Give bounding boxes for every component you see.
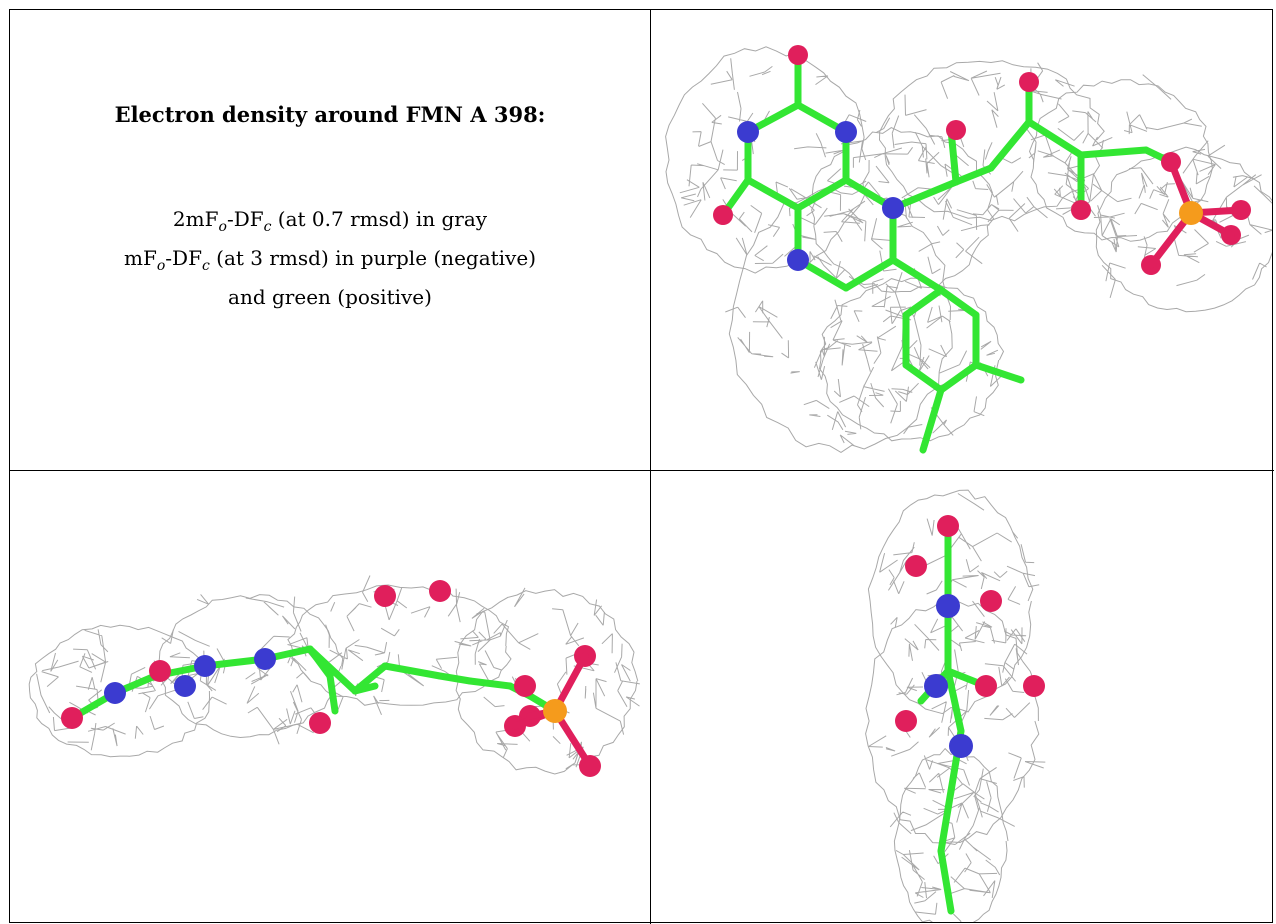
oxygen-atoms <box>895 515 1045 732</box>
nitrogen-atoms <box>104 648 276 704</box>
caption-cell: Electron density around FMN A 398: 2mFo-… <box>10 10 650 470</box>
nitrogen-atoms <box>924 594 973 758</box>
description-line-1: 2mFo-DFc (at 0.7 rmsd) in gray <box>172 207 488 235</box>
bond-sticks <box>68 645 559 722</box>
density-mesh <box>665 46 1272 453</box>
oxygen-atoms <box>713 45 1251 275</box>
figure-description: 2mFo-DFc (at 0.7 rmsd) in gray mFo-DFc (… <box>10 204 650 313</box>
density-panel-top-view <box>651 10 1272 470</box>
density-panel-side-view <box>10 471 650 922</box>
fmn-top-view-image <box>665 45 1272 454</box>
figure-title: Electron density around FMN A 398: <box>114 102 546 127</box>
bond-sticks <box>917 522 990 915</box>
fmn-side-view-image <box>28 575 640 777</box>
density-mesh <box>865 489 1046 922</box>
description-line-3: and green (positive) <box>228 285 432 309</box>
fmn-end-view-image <box>865 489 1046 922</box>
nitrogen-atoms <box>737 121 904 271</box>
phosphorus-atom <box>1179 201 1203 225</box>
description-line-2: mFo-DFc (at 3 rmsd) in purple (negative) <box>124 246 536 274</box>
vertical-divider <box>650 10 651 924</box>
phosphorus-atom <box>543 699 567 723</box>
horizontal-divider <box>10 470 1274 471</box>
figure-grid: Electron density around FMN A 398: 2mFo-… <box>9 9 1274 924</box>
density-panel-end-view <box>651 471 1272 922</box>
